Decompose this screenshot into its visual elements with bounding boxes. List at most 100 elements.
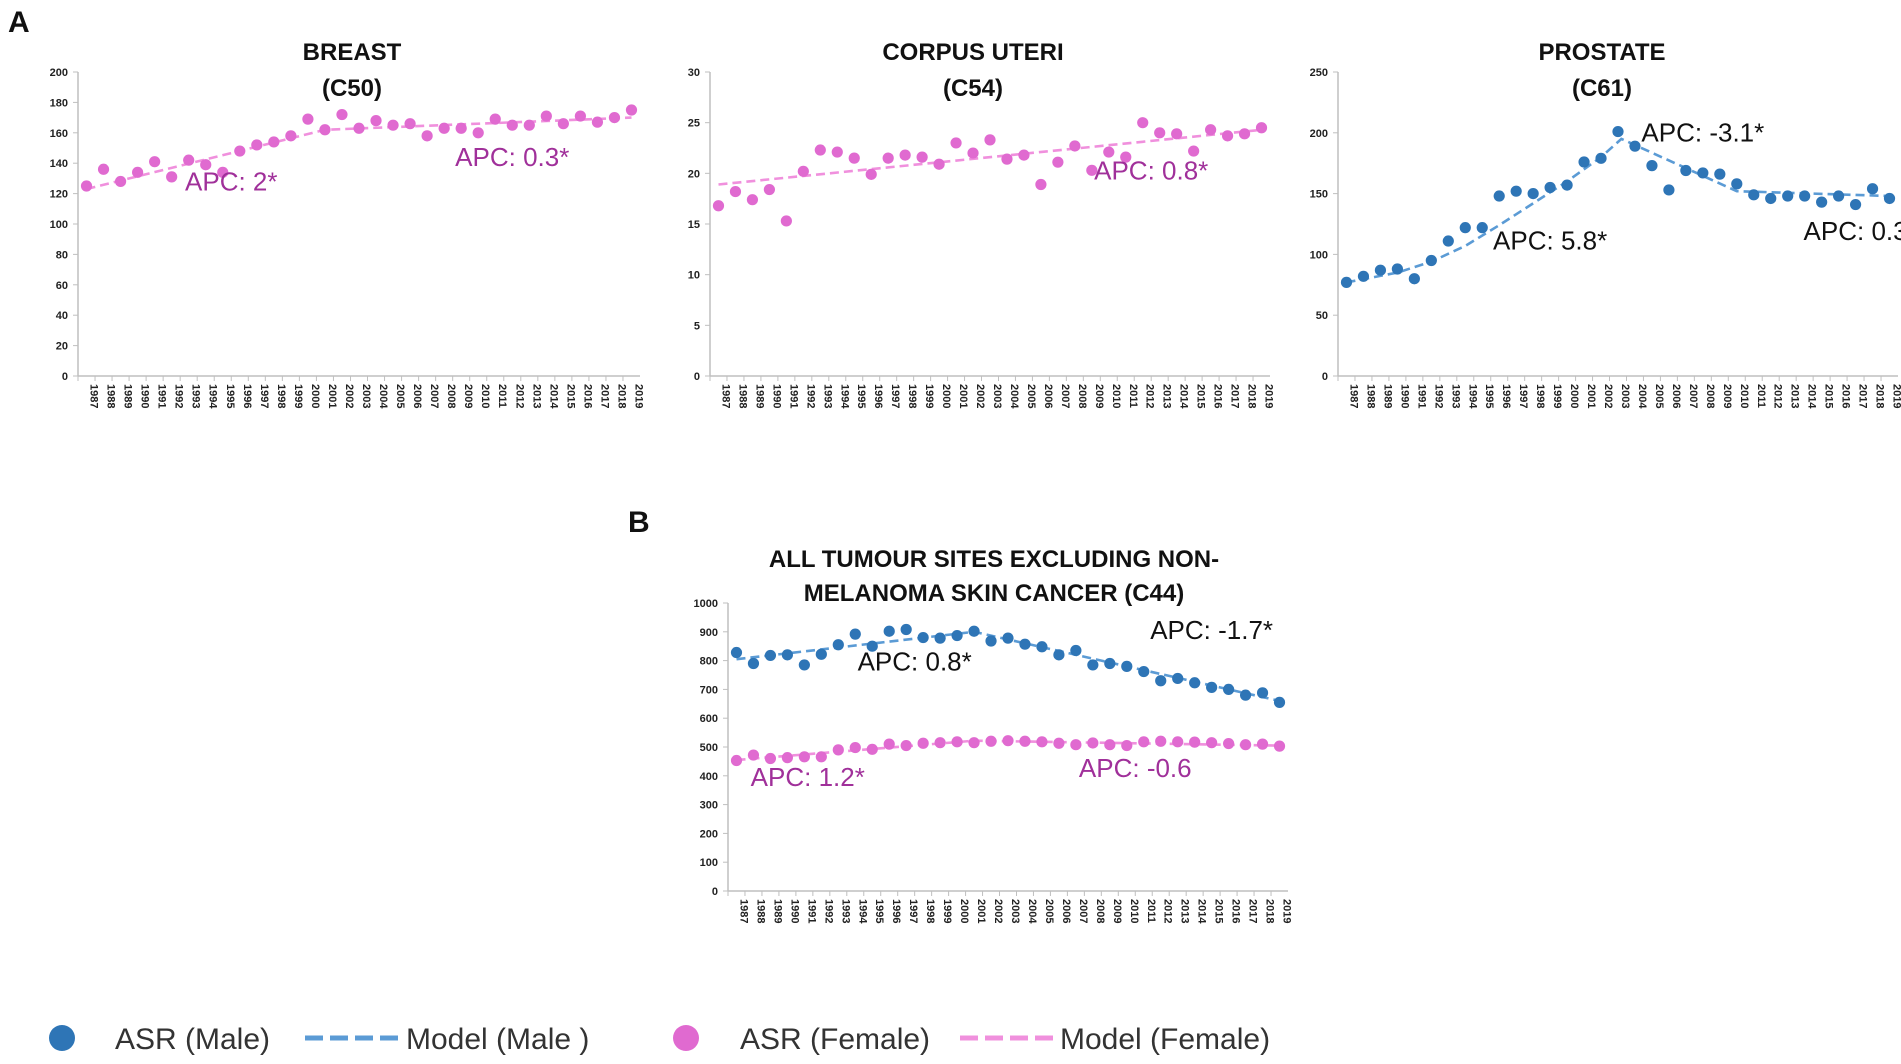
data-point: [1442, 235, 1454, 247]
x-tick-label: 2010: [1738, 384, 1750, 408]
x-tick-label: 2012: [1772, 384, 1784, 408]
data-point: [1799, 190, 1811, 202]
x-tick-label: 2014: [1178, 384, 1190, 409]
x-tick-label: 2005: [1025, 384, 1037, 408]
data-point: [900, 739, 912, 752]
x-tick-label: 1990: [1398, 384, 1410, 408]
data-point: [798, 751, 810, 763]
data-point: [217, 166, 229, 178]
x-tick-label: 2015: [564, 384, 576, 408]
data-point: [764, 752, 777, 765]
x-tick-label: 1995: [224, 384, 236, 408]
data-point: [1239, 689, 1252, 701]
apc-annotation: APC: -0.6: [1079, 753, 1192, 783]
data-point: [1036, 641, 1048, 653]
data-point: [608, 112, 621, 124]
data-point: [1206, 681, 1218, 693]
legend-label-model-female: Model (Female): [1060, 1023, 1270, 1056]
data-point: [781, 752, 793, 764]
x-tick-label: 1987: [737, 899, 749, 923]
x-tick-label: 1998: [924, 899, 936, 923]
x-tick-label: 2019: [1891, 384, 1901, 408]
x-tick-label: 1996: [241, 384, 253, 408]
x-tick-label: 1998: [906, 384, 918, 408]
data-point: [1171, 128, 1183, 140]
data-point: [1206, 737, 1218, 749]
x-tick-label: 2017: [1247, 899, 1259, 923]
data-point: [1833, 190, 1845, 202]
data-point: [968, 737, 980, 749]
y-tick-label: 1000: [694, 598, 718, 610]
data-point: [1188, 145, 1200, 157]
x-tick-label: 1990: [788, 899, 800, 923]
data-point: [149, 156, 161, 168]
x-tick-label: 2012: [1162, 899, 1174, 923]
data-point: [849, 628, 861, 640]
data-point: [523, 119, 535, 131]
prostate-chart: PROSTATE (C61) 0 50 100 150 200 250 1987 1988 1989…: [1310, 39, 1901, 409]
data-point: [746, 194, 759, 206]
x-tick-label: 2016: [1840, 384, 1852, 408]
data-point: [1001, 153, 1013, 165]
x-tick-label: 2016: [1230, 899, 1242, 923]
x-tick-label: 1995: [1483, 384, 1495, 408]
data-point: [1866, 183, 1879, 195]
x-tick-label: 2010: [1128, 899, 1140, 923]
y-tick-label: 400: [700, 771, 718, 783]
x-tick-label: 1991: [156, 384, 168, 408]
data-point: [933, 158, 945, 170]
data-point: [951, 629, 963, 642]
data-point: [831, 146, 843, 158]
data-point: [1544, 181, 1556, 194]
x-tick-label: 2004: [377, 384, 389, 409]
data-point: [1155, 675, 1167, 687]
x-tick-label: 2006: [1042, 384, 1054, 408]
data-point: [934, 632, 946, 644]
data-point: [404, 118, 416, 130]
x-tick-label: 1990: [139, 384, 151, 408]
data-point: [625, 104, 638, 116]
data-point: [985, 735, 997, 747]
legend-item-model-male: Model (Male ): [305, 1023, 589, 1056]
x-tick-label: 2014: [1196, 899, 1208, 924]
x-tick-label: 1989: [122, 384, 134, 408]
y-tick-label: 10: [688, 270, 700, 282]
data-point: [1019, 638, 1031, 650]
data-point: [1052, 156, 1064, 168]
y-tick-label: 40: [56, 310, 68, 322]
y-tick-label: 50: [1316, 310, 1328, 322]
x-tick-label: 1987: [88, 384, 100, 408]
x-tick-label: 2013: [1161, 384, 1173, 408]
legend-item-asr-male: ASR (Male): [49, 1023, 270, 1056]
y-tick-label: 150: [1310, 189, 1328, 201]
x-tick-label: 2006: [411, 384, 423, 408]
data-point: [1189, 736, 1201, 748]
data-point: [387, 119, 399, 131]
x-tick-label: 2003: [1009, 899, 1021, 923]
data-point: [798, 659, 810, 671]
x-tick-label: 2001: [975, 899, 987, 923]
x-tick-label: 2002: [1602, 384, 1614, 408]
data-point: [1087, 737, 1099, 749]
y-tick-label: 25: [688, 118, 700, 130]
data-point: [883, 625, 895, 637]
data-point: [848, 152, 860, 164]
y-tick-label: 20: [688, 168, 700, 180]
x-tick-label: 2017: [1229, 384, 1241, 408]
x-tick-label: 1997: [889, 384, 901, 408]
y-tick-label: 100: [1310, 249, 1328, 261]
x-tick-label: 2016: [1212, 384, 1224, 408]
data-point: [1205, 124, 1217, 136]
x-tick-label: 2009: [1111, 899, 1123, 923]
y-tick-label: 0: [62, 371, 68, 383]
data-point: [1476, 222, 1488, 234]
x-tick-label: 1996: [872, 384, 884, 408]
data-point: [1816, 196, 1828, 208]
x-tick-label: 2008: [445, 384, 457, 408]
data-point: [1782, 190, 1794, 202]
chart-title-line: PROSTATE: [1538, 39, 1665, 66]
data-point: [882, 152, 894, 164]
data-point: [1104, 739, 1116, 751]
x-tick-label: 2007: [1687, 384, 1699, 408]
y-tick-label: 200: [50, 67, 68, 79]
